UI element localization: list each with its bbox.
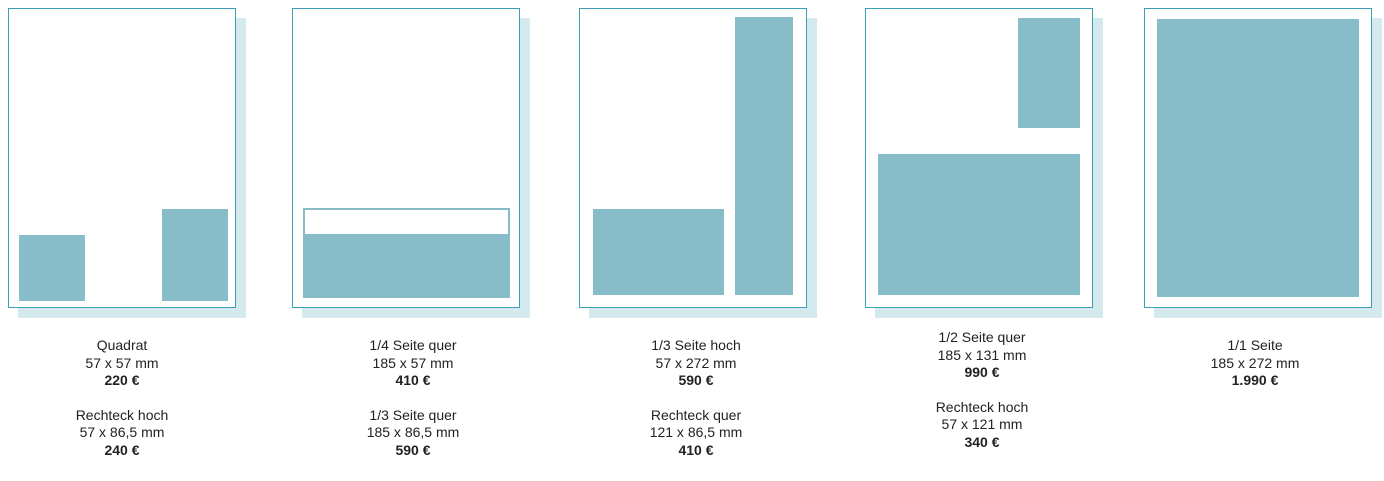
format-caption-5: 1/1 Seite 185 x 272 mm 1.990 € [1141,337,1369,407]
format-price: 410 € [395,372,431,388]
format-price: 590 € [678,372,714,388]
format-name: 1/3 Seite hoch [651,337,741,353]
format-card-third-page-hoch [579,8,817,318]
page-thumbnail [865,8,1093,308]
page-thumbnail [292,8,520,308]
ad-block-half-page-quer [878,154,1080,295]
format-caption-2: 1/4 Seite quer 185 x 57 mm 410 € 1/3 Sei… [299,337,527,476]
format-card-quadrat [8,8,246,318]
format-size: 57 x 121 mm [941,416,1023,432]
format-card-quarter-page [292,8,530,318]
ad-block-quarter-page-quer [303,234,510,298]
format-size: 57 x 86,5 mm [79,424,165,440]
format-price: 990 € [964,364,1000,380]
format-size: 185 x 86,5 mm [366,424,460,440]
format-name: 1/2 Seite quer [938,329,1026,345]
format-caption-1: Quadrat 57 x 57 mm 220 € Rechteck hoch 5… [8,337,236,476]
format-spec: Rechteck quer 121 x 86,5 mm 410 € [582,407,810,460]
format-spec: Quadrat 57 x 57 mm 220 € [8,337,236,390]
format-price: 240 € [104,441,140,458]
format-name: 1/4 Seite quer [369,337,457,353]
format-caption-4: 1/2 Seite quer 185 x 131 mm 990 € Rechte… [868,329,1096,468]
format-spec: Rechteck hoch 57 x 86,5 mm 240 € [8,407,236,460]
ad-block-third-page-hoch [735,17,793,295]
format-name: Rechteck quer [650,406,742,423]
format-name: 1/3 Seite quer [369,406,457,423]
ad-block-rechteck-quer [593,209,724,295]
page-thumbnail [579,8,807,308]
format-spec: Rechteck hoch 57 x 121 mm 340 € [868,399,1096,452]
format-size: 185 x 131 mm [937,346,1027,363]
ad-block-full-page [1157,19,1359,297]
format-price: 1.990 € [1231,372,1279,388]
format-size: 57 x 272 mm [655,354,737,371]
format-size: 57 x 57 mm [85,354,159,371]
format-size: 185 x 57 mm [372,354,454,371]
format-caption-3: 1/3 Seite hoch 57 x 272 mm 590 € Rechtec… [582,337,810,476]
format-spec: 1/1 Seite 185 x 272 mm 1.990 € [1141,337,1369,390]
page-thumbnail [8,8,236,308]
ad-block-rechteck-hoch [162,209,228,301]
ad-block-rechteck-hoch [1018,18,1080,128]
format-size: 185 x 272 mm [1210,354,1300,371]
format-name: 1/1 Seite [1227,337,1283,353]
format-price: 220 € [104,372,140,388]
ad-block-quadrat [19,235,85,301]
format-size: 121 x 86,5 mm [649,424,743,440]
format-spec: 1/3 Seite quer 185 x 86,5 mm 590 € [299,407,527,460]
format-spec: 1/4 Seite quer 185 x 57 mm 410 € [299,337,527,390]
page-thumbnail [1144,8,1372,308]
format-card-full-page [1144,8,1382,318]
format-price: 340 € [964,433,1000,450]
format-name: Quadrat [96,337,148,353]
format-card-half-page [865,8,1103,318]
format-spec: 1/3 Seite hoch 57 x 272 mm 590 € [582,337,810,390]
format-spec: 1/2 Seite quer 185 x 131 mm 990 € [868,329,1096,382]
format-price: 590 € [395,441,431,458]
format-price: 410 € [678,441,714,458]
format-name: Rechteck hoch [935,398,1029,415]
format-name: Rechteck hoch [75,406,169,423]
